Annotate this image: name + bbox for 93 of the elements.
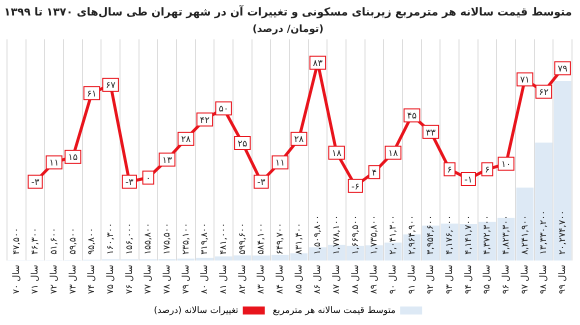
data-label: ۴۶,۳۰۰ — [30, 228, 41, 255]
data-label: ۷۱ — [520, 76, 530, 86]
data-label: ۱۳ — [162, 156, 172, 166]
data-label: -۳ — [257, 178, 266, 188]
data-label: ۴,۱۴۱,۷۰۰ — [464, 215, 474, 255]
x-tick-label: سال ۷۳ — [68, 264, 78, 294]
data-label: ۱۸ — [388, 149, 398, 160]
data-label: ۱۵ — [68, 153, 78, 164]
data-label: ۱,۷۷۸,۱۰۰ — [332, 215, 342, 255]
x-tick-label: سال ۷۶ — [124, 264, 135, 294]
x-tick-label: سال ۷۷ — [144, 264, 154, 294]
x-tick-label: سال ۸۳ — [256, 264, 267, 294]
data-label: ۶ — [484, 166, 490, 176]
data-label: ۱۶۰,۳۰۰ — [106, 222, 116, 255]
data-label: ۱۱ — [275, 158, 285, 169]
x-tick-label: سال ۹۵ — [482, 264, 493, 294]
x-tick-label: سال ۹۲ — [426, 264, 436, 294]
data-label: ۱,۷۳۵,۸۰۰ — [370, 215, 380, 255]
x-tick-label: سال ۸۴ — [275, 264, 286, 294]
data-label: ۴۷,۵۰۰ — [12, 228, 22, 255]
x-tick-label: سال ۹۳ — [444, 264, 455, 294]
x-tick-label: سال ۷۴ — [87, 264, 98, 294]
data-label: -۶ — [351, 182, 360, 192]
data-label: ۴,۸۲۳,۳۰۰ — [501, 215, 512, 255]
x-tick-label: سال ۹۷ — [520, 264, 530, 294]
x-tick-label: سال ۸۹ — [370, 264, 380, 294]
x-tick-label: سال ۸۷ — [332, 264, 342, 294]
data-label: ۴,۳۷۲,۳۰۰ — [482, 215, 493, 255]
data-label: ۲۵ — [238, 139, 248, 150]
data-label: ۲۳۵,۱۰۰ — [181, 222, 192, 255]
x-tick-label: سال ۷۱ — [30, 264, 41, 294]
x-tick-label: سال ۹۰ — [388, 264, 398, 294]
data-label: ۴ — [372, 168, 377, 178]
data-label: ۴۲ — [200, 116, 210, 126]
data-label: ۱۵۶,۰۰۰ — [124, 222, 135, 255]
data-label: ۰ — [146, 174, 151, 184]
x-tick-label: سال ۹۶ — [501, 264, 512, 294]
x-tick-label: سال ۹۹ — [558, 264, 568, 294]
data-label: ۵۸۴,۱۰۰ — [256, 222, 267, 255]
data-label: ۷۹ — [558, 64, 568, 75]
data-label: ۱۵۵,۸۰۰ — [144, 222, 154, 255]
data-label: ۳۳ — [426, 128, 436, 138]
legend-label: تغییرات سالانه (درصد) — [154, 306, 239, 316]
x-tick-label: سال ۷۰ — [12, 264, 22, 294]
x-tick-label: سال ۸۰ — [200, 264, 210, 294]
data-label: ۶۲ — [538, 88, 549, 98]
data-label: ۴۸۱,۰۰۰ — [218, 222, 229, 255]
x-tick-label: سال ۹۴ — [464, 264, 474, 294]
data-label: ۱۷۵,۵۰۰ — [162, 222, 172, 255]
data-label: ۴۵ — [407, 112, 417, 122]
data-label: ۶۱ — [86, 90, 97, 100]
chart-subtitle: (تومان/ درصد) — [252, 24, 324, 35]
x-tick-label: سال ۸۲ — [238, 264, 248, 294]
data-label: -۳ — [125, 178, 134, 188]
data-label: ۶۷ — [106, 81, 116, 92]
x-tick-label: سال ۸۶ — [313, 264, 324, 294]
data-label: ۵۰ — [218, 104, 228, 115]
x-tick-label: سال ۸۸ — [350, 264, 361, 294]
data-label: ۹۵,۸۰۰ — [87, 228, 98, 255]
data-label: ۱۰ — [501, 160, 511, 170]
data-label: ۲۸ — [181, 135, 191, 146]
data-label: ۴,۱۷۶,۰۰۰ — [444, 215, 455, 255]
data-label: ۶۴۹,۷۰۰ — [275, 222, 286, 255]
legend-label: متوسط قیمت سالانه هر مترمربع — [272, 306, 396, 316]
data-label: -۱ — [464, 175, 472, 186]
chart-title: متوسط قیمت سالانه هر مترمربع زیربنای مسکونی و تغییرات آن در شهر تهران طی سال‌های ۱۳۷۰ تا ۱۳۹۹ — [4, 4, 572, 18]
data-label: ۸۳۱,۴۰۰ — [294, 222, 304, 255]
x-tick-label: سال ۷۹ — [181, 264, 192, 294]
data-label: ۲,۰۴۱,۳۰۰ — [388, 215, 398, 255]
data-label: ۱۸ — [332, 149, 342, 160]
x-tick-label: سال ۸۱ — [218, 264, 229, 294]
data-label: ۲۸ — [294, 135, 304, 146]
data-label: ۵۹۹,۶۰۰ — [238, 222, 248, 255]
x-tick-label: سال ۹۸ — [539, 264, 550, 294]
data-label: ۳,۹۵۴,۶۰۰ — [426, 215, 436, 255]
data-label: ۶ — [447, 166, 452, 176]
x-tick-label: سال ۷۲ — [49, 264, 60, 294]
data-label: ۱,۵۰۹,۸۰۰ — [313, 215, 324, 255]
data-label: ۲۰,۲۷۴,۷۰۰ — [558, 210, 568, 255]
x-tick-label: سال ۷۸ — [162, 264, 172, 294]
x-tick-label: سال ۹۱ — [407, 264, 418, 294]
data-label: ۱۳,۳۳۰,۲۰۰ — [539, 210, 550, 255]
x-tick-label: سال ۷۵ — [106, 264, 116, 294]
data-label: ۵۹,۵۰۰ — [68, 228, 78, 255]
data-label: -۳ — [31, 178, 40, 188]
x-tick-label: سال ۸۵ — [294, 264, 304, 294]
data-label: ۸,۲۴۱,۹۰۰ — [520, 215, 530, 255]
data-label: ۲,۹۶۴,۹۰۰ — [407, 215, 418, 255]
data-label: ۱۱ — [49, 158, 59, 169]
data-label: ۸۳ — [312, 59, 323, 70]
data-label: ۵۱,۶۰۰ — [49, 228, 60, 255]
data-label: ۳۱۹,۸۰۰ — [200, 222, 210, 255]
data-label: ۱,۶۶۹,۵۰۰ — [350, 215, 361, 255]
